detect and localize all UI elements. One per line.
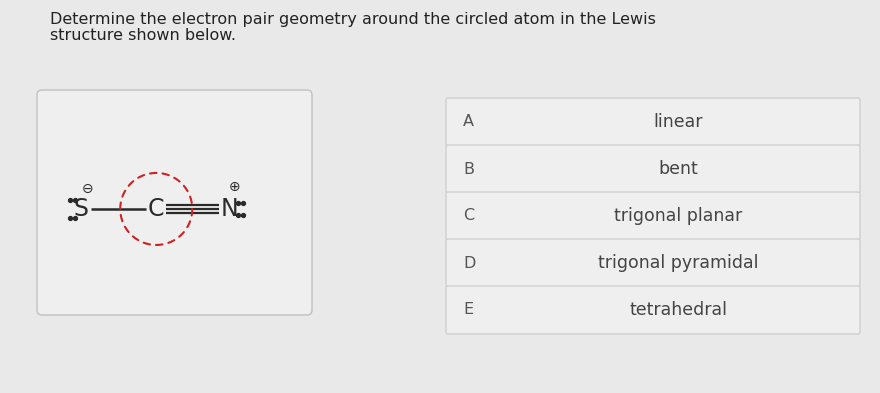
FancyBboxPatch shape [446, 98, 860, 146]
Text: C: C [463, 209, 474, 224]
Text: trigonal planar: trigonal planar [614, 207, 742, 225]
Text: linear: linear [653, 113, 703, 131]
Text: B: B [463, 162, 474, 176]
Text: C: C [148, 197, 165, 221]
FancyBboxPatch shape [446, 286, 860, 334]
Text: trigonal pyramidal: trigonal pyramidal [598, 254, 759, 272]
FancyBboxPatch shape [446, 145, 860, 193]
Text: structure shown below.: structure shown below. [50, 28, 236, 43]
FancyBboxPatch shape [446, 239, 860, 287]
Text: N: N [220, 197, 238, 221]
Text: Determine the electron pair geometry around the circled atom in the Lewis: Determine the electron pair geometry aro… [50, 12, 656, 27]
FancyBboxPatch shape [37, 90, 312, 315]
FancyBboxPatch shape [446, 192, 860, 240]
Text: S: S [74, 197, 89, 221]
Text: tetrahedral: tetrahedral [629, 301, 727, 319]
Text: A: A [463, 114, 474, 130]
Text: ⊕: ⊕ [229, 180, 240, 194]
Text: bent: bent [658, 160, 698, 178]
Text: D: D [463, 255, 475, 270]
Text: ⊖: ⊖ [82, 182, 93, 196]
Text: E: E [463, 303, 473, 318]
